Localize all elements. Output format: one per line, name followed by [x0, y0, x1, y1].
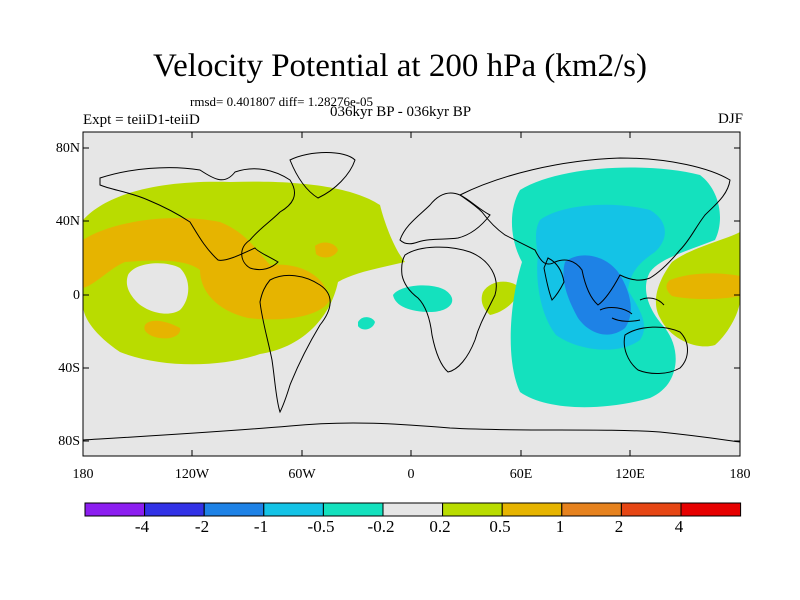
period-label: 036kyr BP - 036kyr BP	[330, 104, 472, 120]
positive-mid-region	[144, 320, 181, 339]
lat-tick-label: 40N	[55, 214, 80, 229]
experiment-label: Expt = teiiD1-teiiD	[83, 112, 200, 128]
negative-weak-region	[358, 317, 375, 330]
coastline-india	[543, 257, 565, 301]
lon-tick-label: 180	[729, 467, 751, 482]
coastline-europe	[399, 192, 491, 245]
coastline-south-america	[259, 274, 331, 414]
coastline-antarctica	[83, 422, 740, 443]
colorbar-swatch	[382, 502, 444, 517]
neutral-region	[126, 263, 189, 314]
colorbar-label: -1	[253, 517, 269, 536]
chart-title: Velocity Potential at 200 hPa (km2/s)	[152, 48, 648, 84]
colorbar-label: 1	[555, 517, 565, 536]
colorbar-label: -0.5	[307, 517, 335, 536]
coastline-greenland	[289, 152, 356, 199]
positive-mid-region	[315, 242, 338, 258]
colorbar-swatch	[442, 502, 503, 517]
field-contours	[83, 167, 740, 408]
lon-tick-label: 120E	[615, 467, 645, 482]
longitude-ticks	[82, 132, 741, 456]
coastline-africa	[401, 246, 497, 373]
positive-weak-region	[481, 281, 520, 315]
latitude-ticks	[83, 147, 740, 442]
colorbar-label: -2	[194, 517, 210, 536]
lat-tick-label: 0	[73, 288, 80, 303]
coastline-north-america	[99, 167, 295, 271]
coastline-asia	[459, 157, 731, 306]
colorbar-label: 4	[674, 517, 684, 536]
colorbar-label: 0.5	[489, 517, 511, 536]
coastlines	[83, 152, 740, 443]
colorbar-swatch	[561, 502, 622, 517]
colorbar-swatch	[203, 502, 265, 517]
lon-tick-label: 60E	[509, 467, 533, 482]
negative-strong-region	[563, 255, 631, 335]
colorbar-swatch	[84, 502, 146, 517]
lat-tick-label: 80S	[58, 434, 80, 449]
positive-mid-region	[83, 218, 330, 320]
lon-tick-label: 60W	[288, 467, 316, 482]
lon-tick-label: 120W	[174, 467, 210, 482]
negative-weak-region	[393, 285, 453, 312]
colorbar-swatch	[620, 502, 682, 517]
colorbar-swatch	[263, 502, 324, 517]
colorbar-label: 2	[614, 517, 624, 536]
lon-tick-label: 180	[72, 467, 94, 482]
lat-tick-label: 80N	[55, 141, 80, 156]
stats-label: rmsd= 0.401807 diff= 1.28276e-05	[190, 94, 374, 109]
colorbar-swatch	[144, 502, 205, 517]
colorbar-label: -0.2	[367, 517, 395, 536]
colorbar-label: -4	[134, 517, 150, 536]
colorbar	[84, 502, 742, 517]
colorbar-swatch	[322, 502, 384, 517]
lat-tick-label: 40S	[58, 361, 80, 376]
positive-mid-region	[666, 273, 740, 299]
lon-tick-label: 0	[407, 467, 415, 482]
colorbar-swatch	[680, 502, 742, 517]
colorbar-swatch	[501, 502, 563, 517]
coastline-islands	[599, 297, 665, 322]
coastline-australia	[623, 326, 688, 374]
colorbar-label: 0.2	[429, 517, 451, 536]
season-label: DJF	[717, 111, 743, 127]
